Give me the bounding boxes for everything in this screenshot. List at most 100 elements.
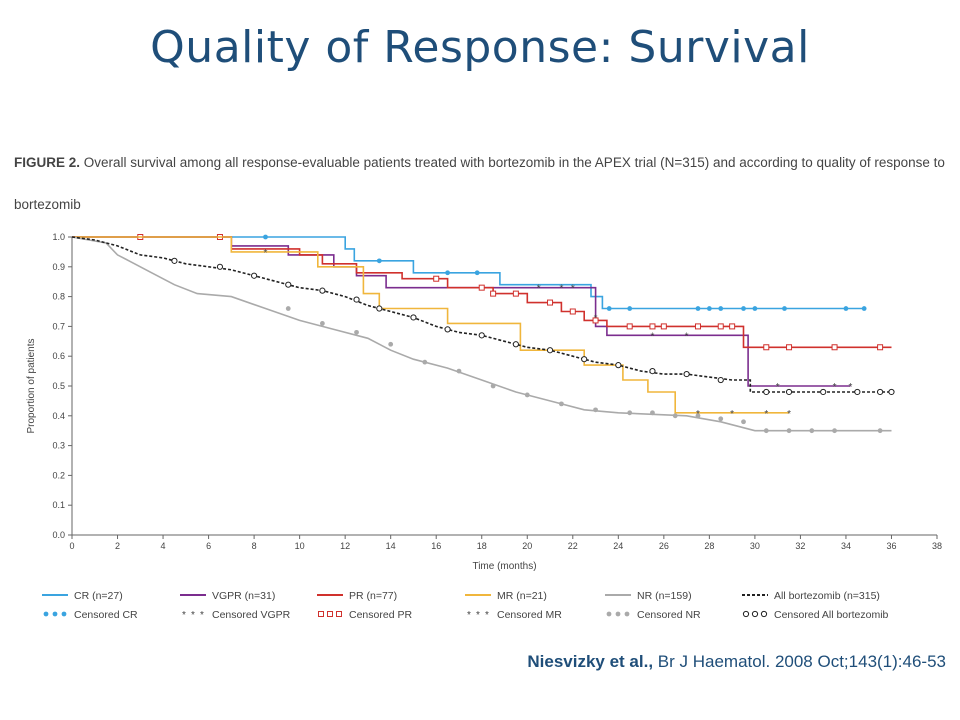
caption-text: Overall survival among all response-eval… bbox=[14, 155, 945, 212]
slide-title: Quality of Response: Survival bbox=[150, 22, 810, 73]
citation: Niesvizky et al., Br J Haematol. 2008 Oc… bbox=[527, 652, 946, 672]
legend-censored-label: Censored PR bbox=[349, 609, 412, 621]
censor-mark bbox=[353, 296, 360, 303]
censor-mark bbox=[592, 317, 599, 324]
censor-mark bbox=[729, 323, 736, 330]
censor-mark bbox=[627, 306, 633, 311]
censor-mark bbox=[285, 281, 292, 288]
censor-mark bbox=[319, 321, 325, 326]
legend-censor-marker: * bbox=[200, 610, 204, 621]
censor-mark bbox=[410, 314, 417, 321]
censor-mark bbox=[422, 359, 428, 365]
x-axis-label: Time (months) bbox=[472, 561, 536, 572]
y-tick-label: 0.5 bbox=[52, 381, 65, 391]
legend-censor-marker bbox=[43, 611, 49, 617]
censor-mark bbox=[354, 329, 359, 335]
censor-mark: * bbox=[651, 331, 655, 342]
censor-mark bbox=[832, 428, 837, 434]
series-line bbox=[72, 236, 851, 387]
legend-censor-marker bbox=[624, 611, 630, 617]
censor-mark bbox=[877, 344, 884, 351]
censor-mark bbox=[444, 326, 451, 333]
y-tick-label: 0.6 bbox=[52, 351, 65, 361]
censor-mark bbox=[763, 388, 770, 396]
censor-mark bbox=[650, 410, 655, 416]
legend-label: PR (n=77) bbox=[349, 590, 397, 602]
x-tick-label: 12 bbox=[340, 541, 350, 551]
censor-mark bbox=[809, 428, 815, 434]
legend-censor-marker bbox=[318, 611, 324, 617]
legend-censor-marker: * bbox=[191, 610, 195, 621]
x-tick-label: 26 bbox=[659, 541, 669, 551]
series-line bbox=[72, 236, 865, 310]
x-tick-label: 34 bbox=[841, 541, 851, 551]
censor-mark bbox=[445, 270, 450, 276]
censor-mark bbox=[763, 428, 769, 434]
censor-mark: * bbox=[537, 284, 541, 295]
legend-censor-marker: * bbox=[182, 610, 186, 621]
censor-mark bbox=[718, 306, 724, 311]
legend-censor-marker bbox=[61, 611, 67, 617]
legend-censor-marker: * bbox=[467, 610, 471, 621]
censor-mark: * bbox=[849, 382, 853, 393]
censor-mark bbox=[741, 419, 746, 425]
censor-mark bbox=[627, 410, 633, 416]
series-5 bbox=[71, 236, 895, 396]
x-tick-label: 36 bbox=[886, 541, 896, 551]
series-0 bbox=[72, 234, 867, 311]
censor-mark bbox=[319, 287, 326, 294]
legend-censor-marker bbox=[742, 610, 750, 618]
y-tick-label: 0.7 bbox=[52, 321, 65, 331]
y-tick-label: 0.8 bbox=[52, 292, 65, 302]
citation-source: Br J Haematol. 2008 Oct;143(1):46-53 bbox=[657, 652, 946, 671]
censor-mark bbox=[376, 305, 383, 312]
censor-mark bbox=[861, 306, 867, 311]
legend-censored-label: Censored MR bbox=[497, 609, 562, 621]
censor-mark bbox=[843, 306, 849, 311]
censor-mark bbox=[263, 234, 268, 240]
censor-mark bbox=[512, 290, 519, 297]
censor-mark bbox=[376, 258, 382, 264]
series-line bbox=[72, 236, 789, 414]
censor-mark: * bbox=[833, 382, 837, 393]
censor-mark bbox=[171, 257, 178, 264]
caption-label: FIGURE 2. bbox=[14, 155, 81, 170]
y-tick-label: 0.2 bbox=[52, 470, 65, 480]
censor-mark bbox=[593, 407, 598, 413]
censor-mark bbox=[251, 272, 258, 279]
legend-censored-label: Censored NR bbox=[637, 609, 701, 621]
censor-mark bbox=[888, 388, 895, 396]
censor-mark bbox=[512, 341, 519, 348]
censor-mark bbox=[524, 392, 530, 398]
series-3: * * * * * bbox=[72, 236, 791, 420]
series-1: ********** bbox=[72, 233, 853, 393]
censor-mark bbox=[782, 306, 787, 311]
censor-mark bbox=[569, 308, 576, 315]
censor-mark bbox=[820, 388, 827, 396]
series-4 bbox=[71, 236, 892, 434]
censor-mark: * bbox=[685, 331, 689, 342]
censor-mark bbox=[559, 401, 564, 407]
legend-label: VGPR (n=31) bbox=[212, 590, 275, 602]
censor-mark bbox=[831, 344, 838, 351]
censor-mark bbox=[615, 362, 622, 369]
legend-censor-marker bbox=[751, 610, 759, 618]
censor-mark bbox=[741, 306, 746, 311]
censor-mark: * bbox=[571, 284, 575, 295]
censor-mark: * bbox=[264, 248, 268, 259]
y-tick-label: 0.1 bbox=[52, 500, 65, 510]
censor-mark bbox=[717, 376, 724, 384]
y-tick-label: 0.0 bbox=[52, 530, 65, 540]
censor-mark bbox=[649, 323, 656, 330]
censor-mark bbox=[474, 270, 480, 276]
censor-mark: * bbox=[730, 409, 734, 420]
censor-mark bbox=[216, 263, 224, 270]
censor-mark bbox=[706, 306, 712, 311]
censor-mark bbox=[285, 306, 291, 311]
censor-mark bbox=[606, 306, 612, 311]
y-tick-label: 1.0 bbox=[52, 232, 65, 242]
x-tick-label: 30 bbox=[750, 541, 760, 551]
censor-mark bbox=[490, 383, 496, 389]
censor-mark bbox=[581, 356, 588, 363]
censor-mark bbox=[695, 413, 701, 419]
